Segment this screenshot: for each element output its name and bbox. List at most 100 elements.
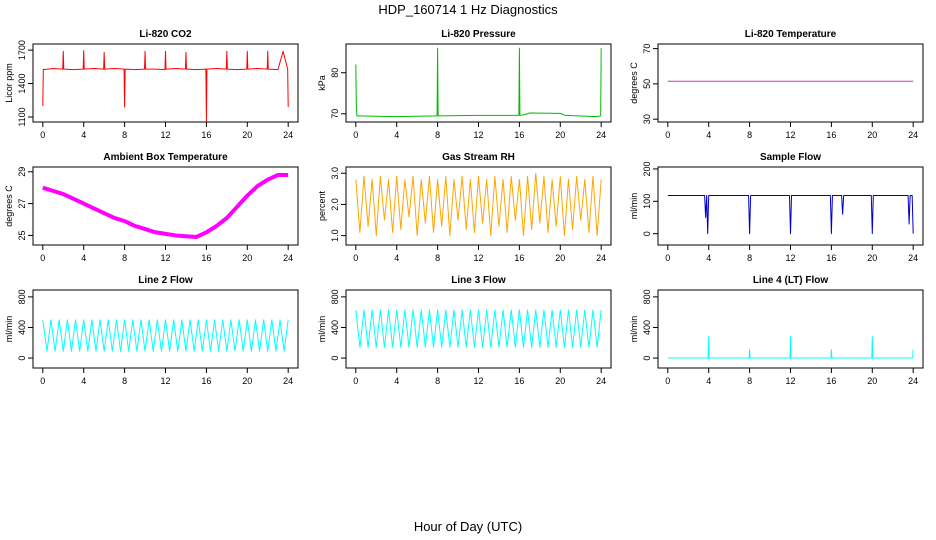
x-tick-label: 8 [435,130,440,140]
x-tick-label: 0 [353,376,358,386]
y-tick-label: 200 [642,161,652,176]
panel-title: Line 4 (LT) Flow [753,275,829,286]
x-tick-label: 24 [283,253,293,263]
y-axis-label: degrees C [629,62,639,104]
x-tick-label: 8 [122,376,127,386]
y-tick-label: 400 [17,320,27,335]
x-tick-label: 12 [785,376,795,386]
x-tick-label: 12 [473,376,483,386]
x-tick-label: 8 [747,376,752,386]
panel-title: Sample Flow [760,152,821,163]
y-axis-label: percent [317,190,327,221]
y-tick-label: 1700 [17,40,27,60]
x-tick-label: 20 [242,130,252,140]
x-tick-label: 20 [242,253,252,263]
y-tick-label: 80 [330,68,340,78]
y-tick-label: 800 [17,289,27,304]
x-tick-label: 8 [747,253,752,263]
x-tick-label: 16 [514,376,524,386]
x-tick-label: 4 [394,130,399,140]
y-tick-label: 70 [330,109,340,119]
y-axis-label: kPa [317,75,327,91]
x-tick-label: 20 [555,130,565,140]
data-line [42,172,289,240]
y-tick-label: 25 [17,230,27,240]
y-tick-label: 29 [17,167,27,177]
y-tick-label: 800 [330,289,340,304]
x-tick-label: 4 [81,253,86,263]
x-tick-label: 20 [242,376,252,386]
x-tick-label: 4 [706,130,711,140]
y-tick-label: 3.0 [330,167,340,180]
x-tick-label: 12 [785,253,795,263]
y-tick-label: 1400 [17,74,27,94]
x-tick-label: 16 [514,253,524,263]
x-tick-label: 16 [826,253,836,263]
x-tick-label: 0 [353,253,358,263]
y-tick-label: 0 [330,356,340,361]
x-tick-label: 0 [40,130,45,140]
data-line [667,336,914,359]
x-tick-label: 20 [867,130,877,140]
y-tick-label: 50 [642,79,652,89]
x-tick-label: 24 [908,253,918,263]
x-tick-label: 20 [555,376,565,386]
x-tick-label: 24 [283,376,293,386]
x-tick-label: 12 [473,130,483,140]
panel-title: Li-820 Pressure [441,29,516,40]
y-axis-label: Licor ppm [4,63,14,103]
x-tick-label: 8 [747,130,752,140]
y-axis-label: degrees C [4,185,14,227]
figure-title: HDP_160714 1 Hz Diagnostics [378,2,558,17]
x-tick-label: 24 [596,130,606,140]
x-tick-label: 16 [514,130,524,140]
x-tick-label: 24 [596,376,606,386]
y-tick-label: 70 [642,44,652,54]
x-tick-label: 12 [160,253,170,263]
x-tick-label: 12 [473,253,483,263]
y-tick-label: 100 [642,194,652,209]
x-tick-label: 20 [555,253,565,263]
x-tick-label: 4 [706,376,711,386]
x-tick-label: 20 [867,376,877,386]
panel-title: Gas Stream RH [442,152,515,163]
y-axis-label: ml/min [317,316,327,343]
x-tick-label: 12 [160,376,170,386]
x-tick-label: 12 [160,130,170,140]
y-axis-label: ml/min [629,316,639,343]
y-tick-label: 0 [642,356,652,361]
y-tick-label: 30 [642,114,652,124]
y-tick-label: 400 [330,320,340,335]
x-tick-label: 0 [665,130,670,140]
data-line [42,50,289,122]
y-tick-label: 800 [642,289,652,304]
x-tick-label: 24 [908,130,918,140]
x-tick-label: 8 [435,253,440,263]
x-tick-label: 4 [81,376,86,386]
data-line [355,309,602,348]
x-tick-label: 4 [81,130,86,140]
x-tick-label: 24 [283,130,293,140]
plot-frame [345,43,612,123]
x-tick-label: 4 [394,253,399,263]
x-tick-label: 16 [826,130,836,140]
y-tick-label: 0 [642,231,652,236]
x-tick-label: 4 [394,376,399,386]
data-line [42,319,289,352]
x-tick-label: 16 [201,253,211,263]
x-tick-label: 16 [826,376,836,386]
data-line [355,47,602,118]
y-axis-label: ml/min [629,193,639,220]
x-tick-label: 8 [122,130,127,140]
panel-title: Ambient Box Temperature [103,152,228,163]
y-tick-label: 400 [642,320,652,335]
x-tick-label: 0 [353,130,358,140]
y-tick-label: 1.0 [330,229,340,242]
y-axis-label: ml/min [4,316,14,343]
y-tick-label: 1100 [17,107,27,126]
x-tick-label: 8 [122,253,127,263]
panel-title: Li-820 Temperature [745,29,837,40]
panel-title: Line 3 Flow [451,275,506,286]
panel-title: Li-820 CO2 [139,29,192,40]
x-tick-label: 24 [908,376,918,386]
